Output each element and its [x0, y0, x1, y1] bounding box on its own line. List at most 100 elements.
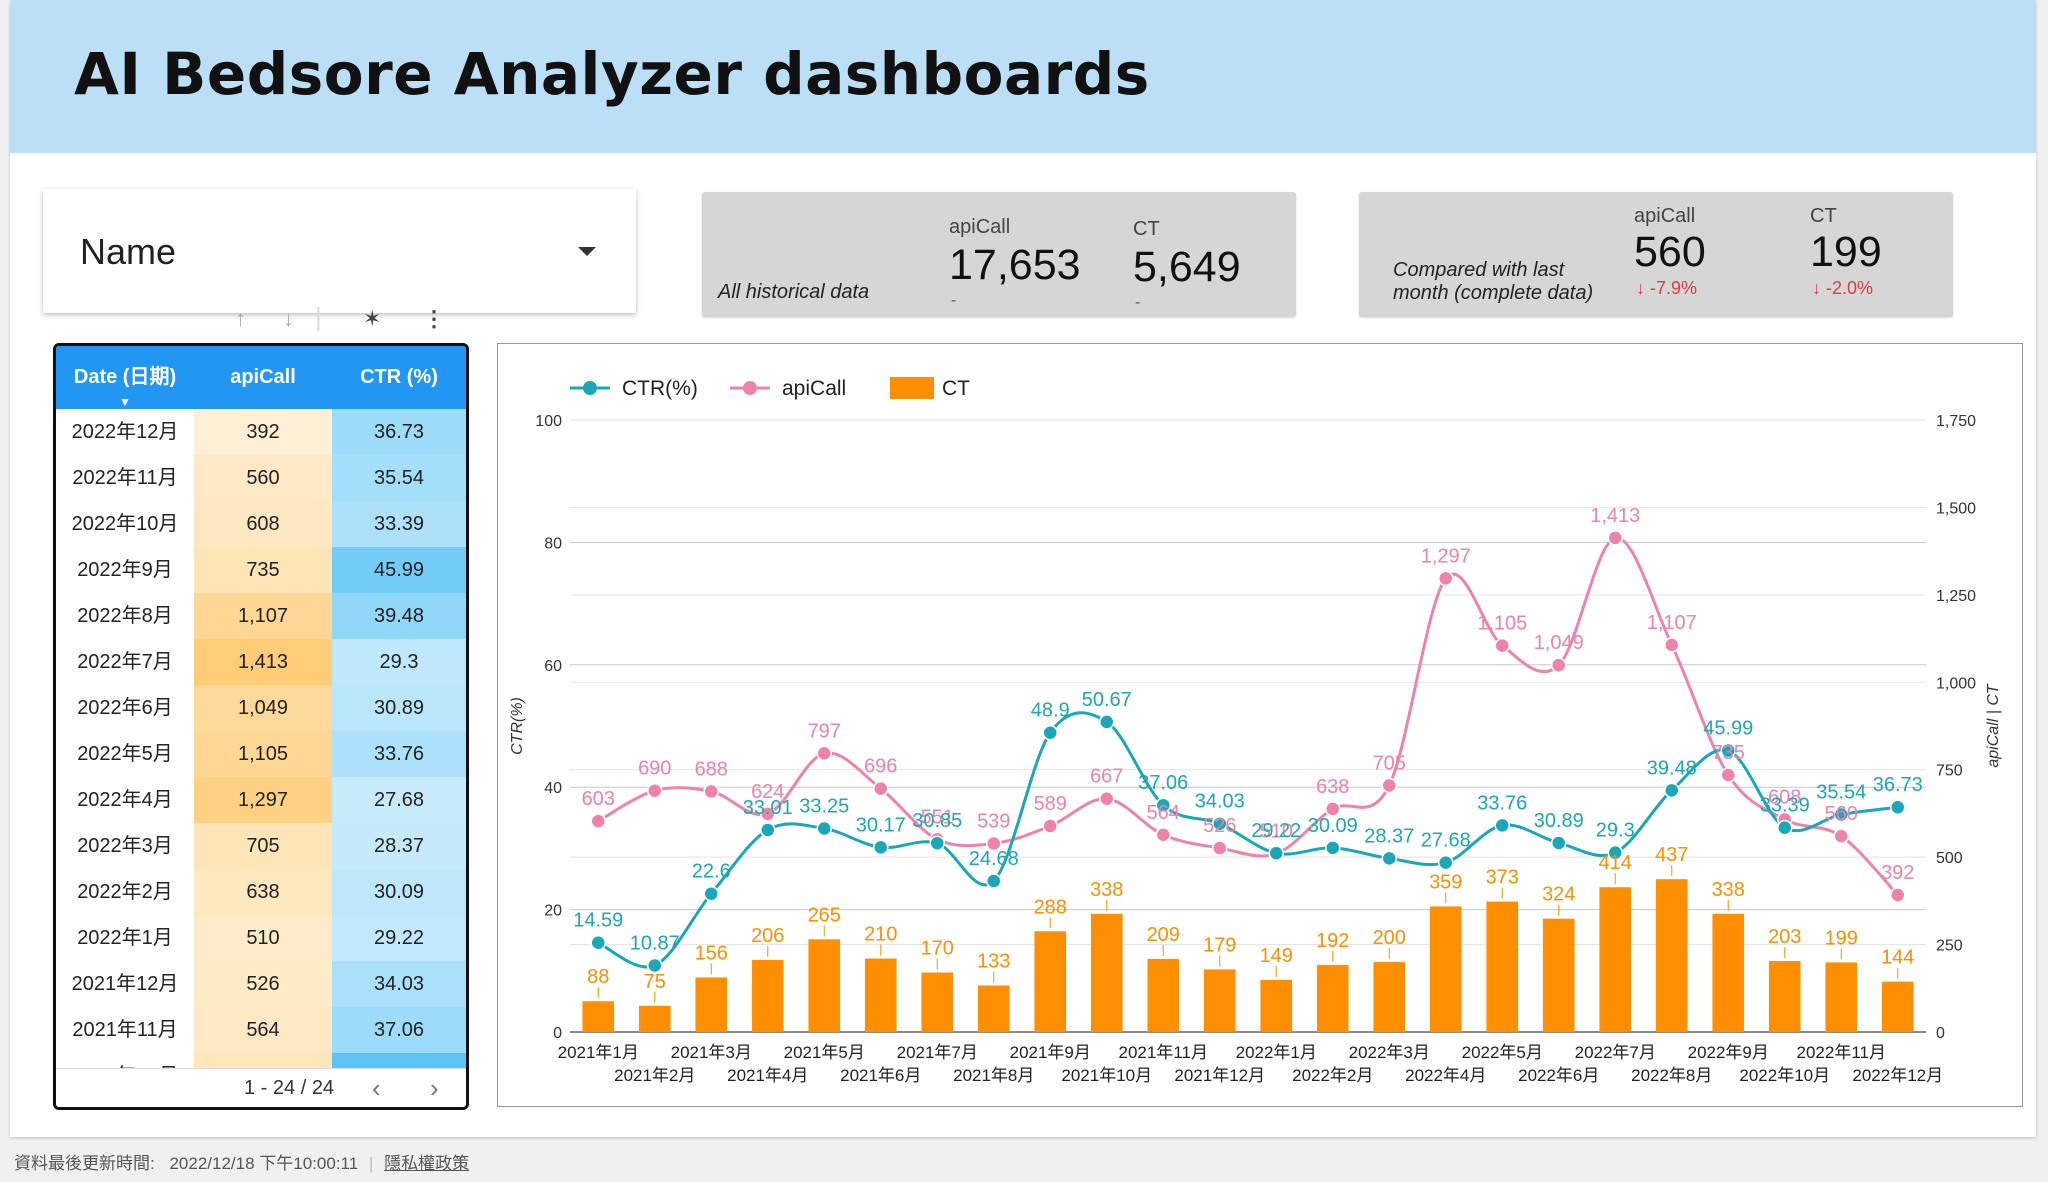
- card-note: All historical data: [718, 281, 870, 303]
- ctr-point: [816, 820, 832, 837]
- next-page-icon[interactable]: ›: [430, 1073, 439, 1103]
- ctr-point: [1833, 806, 1849, 823]
- ctr-data-label: 33.76: [1477, 792, 1527, 814]
- monthly-table: Date (日期) ▼ apiCall CTR (%) 2022年12月 392 3…: [53, 343, 469, 1110]
- cell-apicall: 608: [194, 501, 332, 547]
- footer: 資料最後更新時間: 2022/12/18 下午10:00:11 | 隱私權政策: [14, 1149, 469, 1174]
- cell-apicall: 1,107: [194, 593, 332, 639]
- apicall-point: [1720, 767, 1736, 783]
- ctr-point: [1381, 850, 1397, 867]
- table-row[interactable]: 2022年7月 1,413 29.3: [56, 639, 466, 686]
- apicall-point: [1381, 777, 1397, 794]
- ctr-data-label: 14.59: [573, 910, 623, 932]
- table-row[interactable]: 2022年3月 705 28.37: [56, 823, 466, 870]
- ct-bar: [1825, 962, 1858, 1032]
- arrow-up-icon[interactable]: ↑: [235, 306, 246, 331]
- table-row[interactable]: 2022年11月 560 35.54: [56, 455, 466, 502]
- x-tick-label: 2022年12月: [1852, 1066, 1943, 1085]
- ct-bar: [1655, 879, 1688, 1032]
- table-row[interactable]: 2022年5月 1,105 33.76: [56, 731, 466, 778]
- apicall-point: [1325, 801, 1341, 817]
- cell-apicall: 510: [194, 915, 332, 961]
- x-tick-label: 2021年6月: [840, 1066, 921, 1085]
- ct-bar: [864, 958, 897, 1032]
- apicall-point: [1212, 840, 1228, 856]
- col-header-ctr[interactable]: CTR (%): [360, 366, 438, 388]
- ct-data-label: 210: [864, 924, 897, 946]
- ctr-data-label: 22.6: [692, 861, 731, 883]
- ctr-data-label: 34.03: [1195, 791, 1245, 813]
- legend-ct-swatch: [890, 377, 934, 399]
- ctr-data-label: 24.68: [969, 848, 1019, 870]
- ctr-data-label: 30.85: [912, 810, 962, 832]
- ct-bar: [1712, 913, 1745, 1032]
- ctr-point: [703, 885, 719, 902]
- table-row[interactable]: 2022年4月 1,297 27.68: [56, 777, 466, 824]
- ct-data-label: 170: [921, 938, 954, 960]
- ctr-point: [1494, 817, 1510, 834]
- dropdown-caret-icon[interactable]: [578, 247, 596, 256]
- y-right-tick-label: 1,750: [1936, 413, 1976, 430]
- ctr-data-label: 27.68: [1421, 830, 1471, 852]
- apicall-point: [1833, 828, 1849, 844]
- apicall-point: [760, 806, 776, 822]
- ctr-point: [929, 835, 945, 851]
- card-note-line2: month (complete data): [1393, 282, 1594, 304]
- privacy-policy-link[interactable]: 隱私權政策: [384, 1154, 470, 1173]
- ctr-point: [1777, 819, 1793, 836]
- cell-ctr: 39.48: [332, 593, 466, 639]
- ctr-point: [1720, 742, 1736, 759]
- more-vert-icon[interactable]: ⋮: [423, 306, 445, 331]
- apicall-data-label: 526: [1203, 815, 1236, 837]
- ctr-data-label: 35.54: [1816, 781, 1866, 803]
- y-left-tick-label: 80: [544, 535, 562, 552]
- ctr-point: [1890, 799, 1906, 815]
- name-filter-dropdown[interactable]: Name: [43, 189, 636, 313]
- col-header-apicall[interactable]: apiCall: [230, 366, 296, 388]
- cell-date: 2022年10月: [56, 501, 194, 547]
- sort-desc-icon[interactable]: ▼: [119, 395, 131, 409]
- col-header-date[interactable]: Date (日期) ▼: [73, 366, 177, 409]
- cell-apicall: 638: [194, 869, 332, 915]
- ct-bar: [1542, 918, 1575, 1032]
- cell-apicall: 1,413: [194, 639, 332, 685]
- pagination-text: 1 - 24 / 24: [244, 1077, 335, 1099]
- table-row[interactable]: 2021年12月 526 34.03: [56, 961, 466, 1008]
- report-page: AI Bedsore Analyzer dashboards Name ↑ ↓ …: [10, 0, 2036, 1137]
- cell-date: 2022年12月: [56, 409, 194, 455]
- prev-page-icon[interactable]: ‹: [372, 1073, 381, 1103]
- cell-date: 2022年8月: [56, 593, 194, 639]
- cell-date: 2021年12月: [56, 961, 194, 1007]
- ctr-data-label: 36.73: [1873, 774, 1923, 796]
- table-row[interactable]: 2022年12月 392 36.73: [56, 409, 466, 456]
- apicall-point: [986, 835, 1002, 852]
- cell-date: 2022年9月: [56, 547, 194, 593]
- footer-divider: |: [368, 1154, 374, 1173]
- table-row[interactable]: 2022年1月 510 29.22: [56, 915, 466, 962]
- legend-apicall-label: apiCall: [782, 377, 846, 400]
- apicall-data-label: 551: [921, 806, 954, 828]
- x-tick-label: 2022年5月: [1462, 1043, 1543, 1062]
- x-tick-label: 2021年11月: [1119, 1043, 1208, 1062]
- ctr-point: [760, 822, 776, 838]
- table-row[interactable]: 2022年6月 1,049 30.89: [56, 685, 466, 732]
- sparkle-off-icon[interactable]: ✶: [363, 306, 382, 331]
- ct-delta: -: [1135, 294, 1141, 311]
- down-arrow-icon: ↓: [1636, 278, 1645, 298]
- ct-data-label: 265: [808, 904, 841, 926]
- table-row[interactable]: 2022年10月 608 33.39: [56, 501, 466, 548]
- x-tick-label: 2022年8月: [1631, 1066, 1712, 1085]
- ct-data-label: 200: [1373, 927, 1406, 949]
- table-row[interactable]: 2022年2月 638 30.09: [56, 869, 466, 916]
- x-tick-label: 2022年1月: [1236, 1043, 1317, 1062]
- apicall-value: 17,653: [949, 241, 1081, 289]
- ct-bar: [1599, 887, 1632, 1032]
- arrow-down-icon[interactable]: ↓: [283, 306, 294, 331]
- table-row[interactable]: 2021年11月 564 37.06: [56, 1007, 466, 1054]
- ctr-data-label: 28.37: [1364, 825, 1414, 847]
- apicall-delta: ↓ -7.9%: [1636, 278, 1698, 298]
- cell-ctr: 30.09: [332, 869, 466, 915]
- cell-ctr: 33.76: [332, 731, 466, 777]
- table-row[interactable]: 2022年9月 735 45.99: [56, 547, 466, 594]
- table-row[interactable]: 2022年8月 1,107 39.48: [56, 593, 466, 640]
